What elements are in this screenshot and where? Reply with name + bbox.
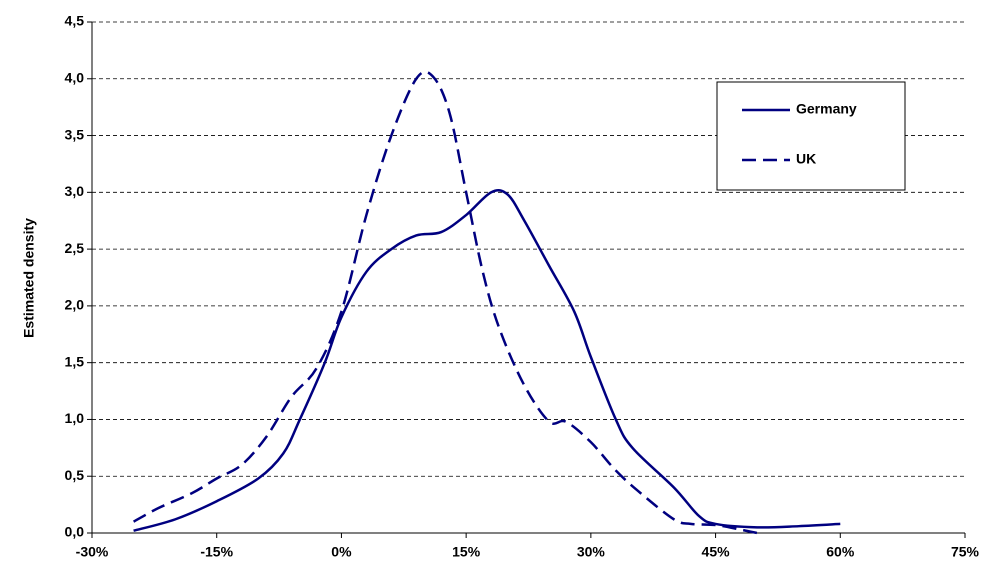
y-tick-label: 0,0	[65, 524, 85, 540]
x-tick-label: 60%	[826, 544, 855, 560]
legend-box	[716, 81, 906, 191]
legend-label: UK	[796, 151, 816, 167]
x-tick-label: 15%	[452, 544, 481, 560]
y-tick-label: 0,5	[65, 467, 85, 483]
y-tick-label: 4,0	[65, 69, 85, 85]
x-tick-label: 30%	[577, 544, 606, 560]
legend-label: Germany	[796, 101, 857, 117]
line	[133, 189, 841, 532]
y-tick-label: 4,5	[65, 13, 85, 29]
x-tick-label: 45%	[702, 544, 731, 560]
y-tick-label: 1,5	[65, 353, 85, 369]
y-tick-label: 3,5	[65, 126, 85, 142]
y-tick-label: 2,5	[65, 240, 85, 256]
x-tick-label: -15%	[200, 544, 233, 560]
x-tick-label: -30%	[76, 544, 109, 560]
x-tick-label: 75%	[951, 544, 980, 560]
y-tick-label: 1,0	[65, 410, 85, 426]
y-tick-label: 3,0	[65, 183, 85, 199]
y-axis-title: Estimated density	[21, 218, 37, 338]
y-tick-label: 2,0	[65, 297, 85, 313]
x-tick-label: 0%	[331, 544, 352, 560]
line	[132, 70, 758, 535]
